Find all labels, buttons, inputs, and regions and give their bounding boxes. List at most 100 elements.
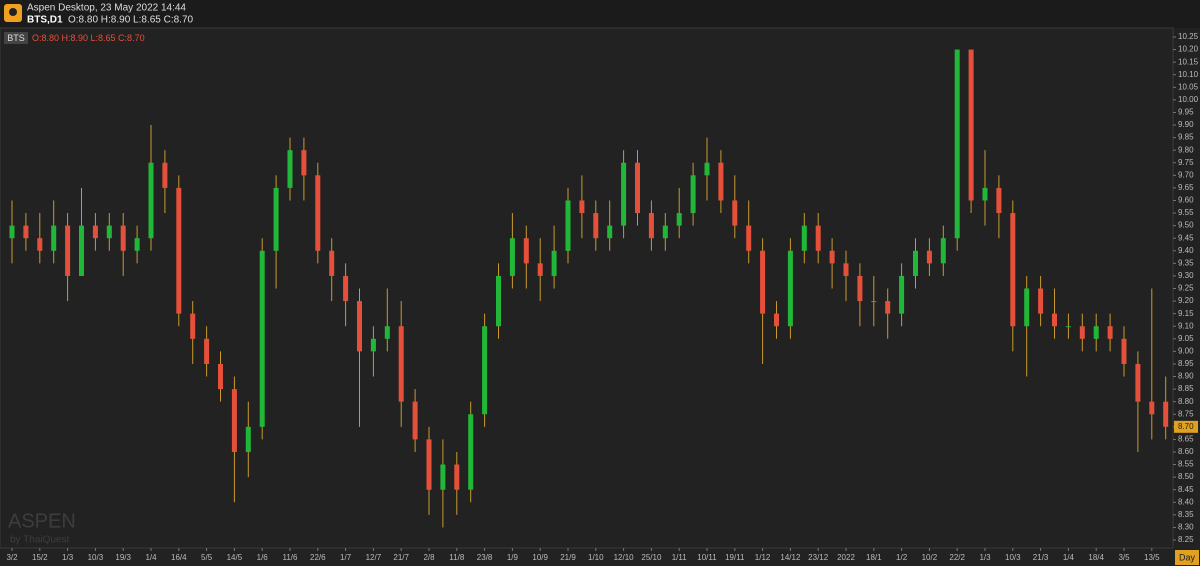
candle-body [829, 250, 835, 264]
candle-body [885, 301, 891, 314]
candle-body [329, 250, 335, 276]
candle-body [162, 162, 168, 188]
last-price-label: 8.70 [1178, 422, 1194, 431]
x-tick-label: 1/11 [672, 553, 688, 562]
x-tick-label: 2022 [837, 553, 855, 562]
candle-body [398, 326, 404, 402]
y-tick-label: 9.15 [1178, 309, 1194, 318]
candle-body [1052, 313, 1057, 327]
candle-body [704, 162, 710, 176]
candle-body [51, 225, 57, 251]
candle-body [370, 338, 376, 352]
x-tick-label: 1/4 [1063, 553, 1075, 562]
x-tick-label: 2/8 [423, 553, 435, 562]
period-box[interactable] [1175, 550, 1199, 565]
y-tick-label: 8.50 [1178, 472, 1194, 481]
panel-ohlc: O:8.80 H:8.90 L:8.65 C:8.70 [32, 33, 145, 43]
candle-body [690, 175, 696, 214]
candle-body [982, 187, 988, 201]
y-tick-label: 9.85 [1178, 133, 1194, 142]
x-tick-label: 1/4 [145, 553, 157, 562]
x-tick-label: 23/8 [477, 553, 493, 562]
y-tick-label: 8.80 [1178, 397, 1194, 406]
candle-body [621, 162, 627, 226]
candle-body [176, 187, 182, 314]
y-tick-label: 9.90 [1178, 120, 1194, 129]
x-tick-label: 1/7 [340, 553, 352, 562]
x-tick-label: 3/5 [1118, 553, 1130, 562]
y-tick-label: 8.60 [1178, 447, 1194, 456]
candle-body [412, 401, 418, 440]
candle-body [593, 213, 599, 239]
candle-body [482, 326, 488, 415]
y-tick-label: 9.75 [1178, 158, 1194, 167]
x-tick-label: 1/12 [755, 553, 771, 562]
candle-body [732, 200, 738, 226]
x-tick-label: 10/9 [532, 553, 548, 562]
candle-body [79, 225, 84, 276]
candle-body [607, 225, 613, 239]
candle-body [579, 200, 585, 214]
candle-body [384, 326, 390, 339]
candle-body [148, 162, 154, 239]
window-title: Aspen Desktop, 23 May 2022 14:44 [27, 3, 186, 14]
x-tick-label: 22/6 [310, 553, 326, 562]
y-tick-label: 8.30 [1178, 523, 1194, 532]
candle-body [204, 338, 210, 364]
ohlc: O:8.80 H:8.90 L:8.65 C:8.70 [68, 15, 194, 26]
x-tick-label: 10/2 [922, 553, 938, 562]
x-tick-label: 1/10 [588, 553, 604, 562]
candle-body [857, 275, 863, 302]
candle-body [218, 363, 223, 390]
y-tick-label: 9.25 [1178, 284, 1194, 293]
x-tick-label: 11/6 [283, 553, 299, 562]
candle-body [23, 225, 29, 239]
candle-body [1093, 326, 1099, 339]
x-tick-label: 5/5 [201, 553, 213, 562]
candle-body [523, 238, 529, 264]
candle-body [1010, 213, 1016, 327]
y-tick-label: 9.40 [1178, 246, 1194, 255]
y-tick-label: 10.25 [1178, 32, 1199, 41]
y-tick-label: 9.70 [1178, 170, 1194, 179]
candle-body [426, 439, 432, 490]
y-tick-label: 9.65 [1178, 183, 1194, 192]
candle-body [537, 263, 543, 276]
y-tick-label: 9.55 [1178, 208, 1194, 217]
candle-body [815, 225, 821, 251]
candle-body [37, 238, 43, 251]
y-tick-label: 8.75 [1178, 409, 1194, 418]
candle-body [92, 225, 98, 239]
candle-body [648, 213, 654, 239]
panel-symbol-box [4, 32, 28, 44]
candle-body [1038, 288, 1044, 314]
candle-body [635, 162, 640, 214]
y-tick-label: 9.35 [1178, 258, 1194, 267]
y-tick-label: 8.25 [1178, 535, 1194, 544]
candle-body [774, 313, 779, 327]
candle-body [899, 275, 905, 314]
x-tick-label: 1/9 [507, 553, 519, 562]
candle-body [440, 464, 446, 490]
candle-body [301, 150, 307, 176]
candle-body [273, 187, 279, 251]
y-tick-label: 8.65 [1178, 435, 1194, 444]
watermark-sub: by ThaiQuest [10, 535, 70, 546]
y-tick-label: 8.85 [1178, 384, 1194, 393]
candle-body [357, 301, 362, 352]
x-tick-label: 21/3 [1033, 553, 1049, 562]
x-tick-label: 1/3 [62, 553, 74, 562]
candle-body [718, 162, 724, 201]
y-tick-label: 9.30 [1178, 271, 1194, 280]
y-tick-label: 10.15 [1178, 57, 1199, 66]
x-tick-label: 21/7 [393, 553, 409, 562]
x-axis-label: Day [1179, 552, 1196, 562]
x-tick-label: 3/2 [6, 553, 18, 562]
y-tick-label: 8.40 [1178, 497, 1194, 506]
y-tick-label: 8.35 [1178, 510, 1194, 519]
candle-body [259, 250, 265, 427]
candle-body [1121, 338, 1127, 364]
title-bar [0, 0, 1200, 28]
